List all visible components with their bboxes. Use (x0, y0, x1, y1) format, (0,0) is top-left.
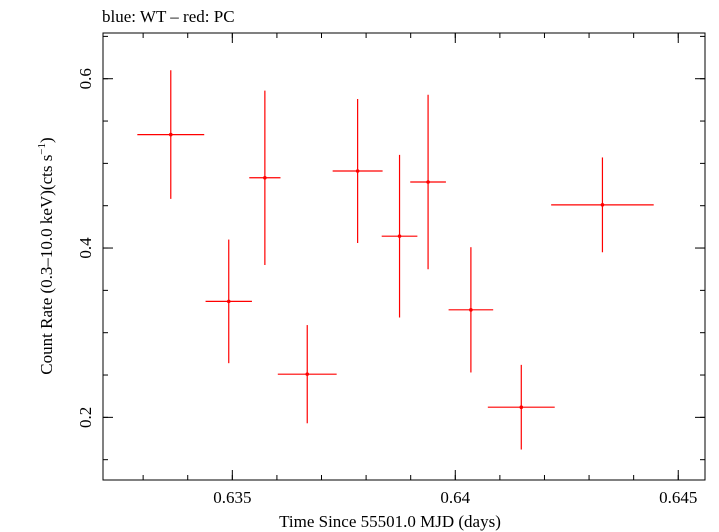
data-marker (397, 234, 402, 238)
data-series (137, 70, 654, 450)
data-marker (469, 308, 473, 312)
data-point (249, 90, 281, 265)
x-tick-label: 0.635 (213, 488, 251, 507)
data-marker (355, 169, 360, 173)
data-point (332, 99, 383, 243)
data-point (137, 70, 205, 199)
plot-frame (102, 32, 706, 481)
x-tick-label: 0.645 (659, 488, 697, 507)
data-marker (168, 132, 173, 137)
chart-title: blue: WT – red: PC (102, 7, 235, 26)
data-marker (263, 175, 267, 180)
data-point (277, 325, 337, 424)
y-tick-label: 0.6 (76, 68, 95, 89)
data-marker (519, 405, 524, 409)
data-marker (600, 203, 605, 207)
x-tick-label: 0.64 (440, 488, 470, 507)
data-marker (426, 180, 430, 184)
y-axis-label: Count Rate (0.3–10.0 keV)(cts s−1) (36, 137, 56, 374)
data-point (487, 364, 555, 450)
x-ticks: 0.635 0.64 0.645 (142, 33, 697, 507)
y-axis-label-close: ) (37, 137, 56, 143)
data-point (205, 239, 252, 364)
data-point (551, 157, 654, 253)
data-point (410, 94, 446, 270)
x-axis-label: Time Since 55501.0 MJD (days) (279, 512, 501, 531)
y-ticks: 0.2 0.4 0.6 (76, 35, 705, 461)
y-tick-label: 0.4 (76, 237, 95, 259)
y-axis-label-sup: −1 (36, 143, 48, 155)
data-marker (226, 299, 231, 304)
data-point (381, 154, 418, 318)
data-point (448, 247, 494, 373)
data-marker (305, 372, 310, 376)
y-axis-label-main: Count Rate (0.3–10.0 keV)(cts s (37, 155, 56, 375)
y-tick-label: 0.2 (76, 407, 95, 428)
